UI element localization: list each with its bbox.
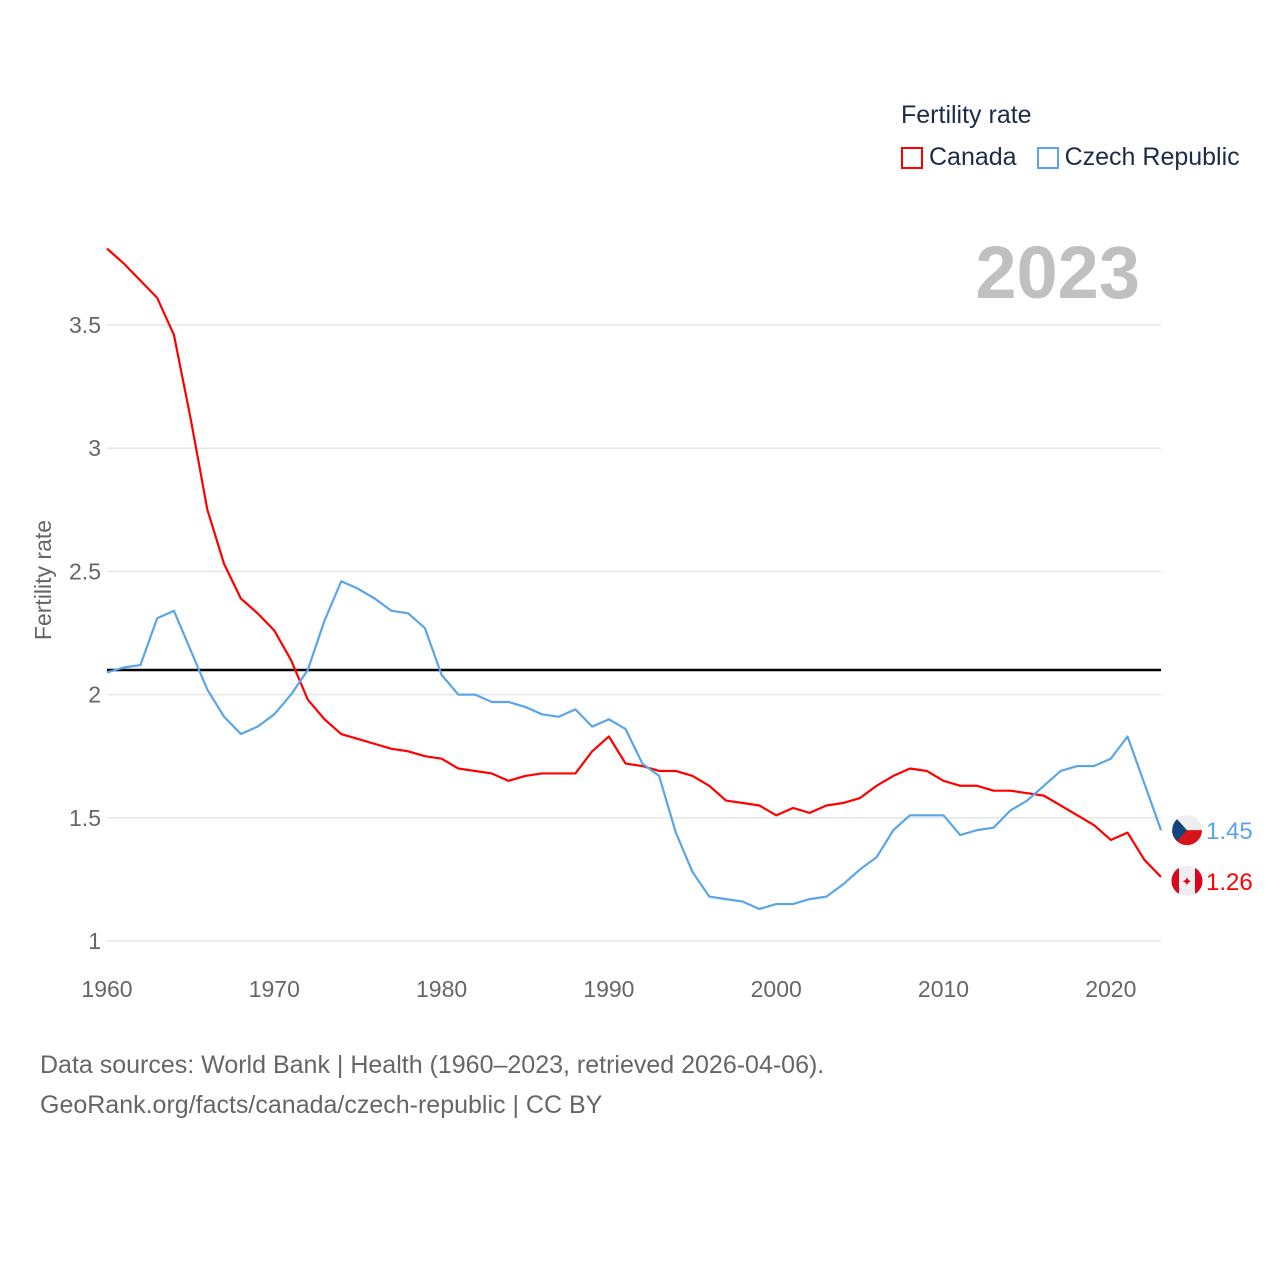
czech-flag-blue <box>1172 819 1187 842</box>
data-source: Data sources: World Bank | Health (1960–… <box>40 1051 825 1079</box>
legend-swatch-czech <box>1036 146 1059 169</box>
y-tick-label: 3.5 <box>69 312 101 338</box>
legend-item-canada[interactable]: Canada <box>901 143 1017 172</box>
maple-leaf-icon: ✦ <box>1182 874 1193 889</box>
footer: Data sources: World Bank | Health (1960–… <box>40 1045 824 1125</box>
attribution-link[interactable]: GeoRank.org/facts/canada/czech-republic … <box>40 1091 603 1119</box>
x-tick-label: 2000 <box>751 976 802 1002</box>
x-tick-label: 1990 <box>583 976 634 1002</box>
x-tick-label: 1960 <box>81 976 132 1002</box>
y-tick-label: 2 <box>88 682 101 708</box>
y-tick-label: 3 <box>88 435 101 461</box>
series-line-canada <box>106 247 1162 878</box>
legend-swatch-canada <box>901 146 923 169</box>
y-tick-label: 1 <box>88 928 101 954</box>
legend-title: Fertility rate <box>901 101 1032 129</box>
x-tick-label: 2020 <box>1085 976 1136 1002</box>
year-watermark: 2023 <box>975 231 1140 314</box>
legend-item-czech-republic[interactable]: Czech Republic <box>1036 143 1240 172</box>
legend-label: Czech Republic <box>1064 143 1240 171</box>
end-value-label: 1.26 <box>1206 869 1253 896</box>
series-line-czech-republic <box>106 580 1163 911</box>
y-axis-label: Fertility rate <box>30 520 56 640</box>
x-tick-label: 2010 <box>918 976 969 1002</box>
x-tick-label: 1980 <box>416 976 467 1002</box>
x-tick-label: 1970 <box>249 976 300 1002</box>
canada-flag-icon <box>1172 865 1202 896</box>
y-tick-label: 1.5 <box>69 805 101 831</box>
canada-flag-red-right <box>1195 867 1203 894</box>
y-tick-label: 2.5 <box>69 558 101 584</box>
end-value-label: 1.45 <box>1206 818 1253 845</box>
canada-flag-red-left <box>1171 867 1179 894</box>
legend: Canada Czech Republic <box>901 143 1240 172</box>
legend-label: Canada <box>929 143 1017 171</box>
